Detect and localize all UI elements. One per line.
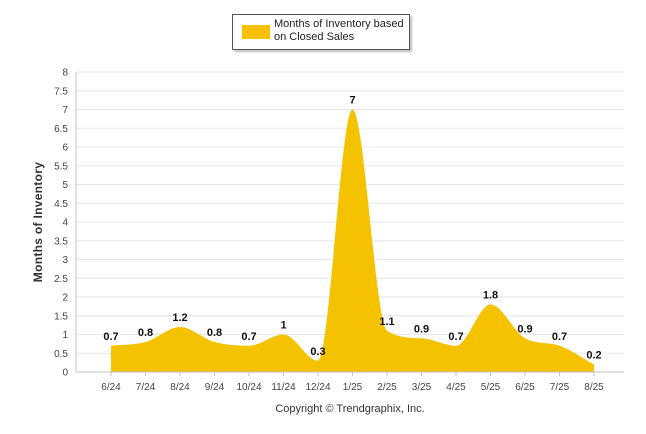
y-axis-label: Months of Inventory <box>31 161 45 283</box>
y-tick-label: 2 <box>62 293 68 304</box>
x-tick-label: 3/25 <box>412 382 432 393</box>
data-label: 0.2 <box>586 350 601 362</box>
x-tick-label: 9/24 <box>205 382 225 393</box>
x-tick-label: 7/24 <box>136 382 156 393</box>
x-tick-label: 10/24 <box>236 382 261 393</box>
data-label: 0.9 <box>517 323 532 335</box>
x-tick-label: 5/25 <box>481 382 501 393</box>
y-tick-label: 2.5 <box>54 274 68 285</box>
x-axis-ticks: 6/24 7/24 8/24 9/24 10/24 11/24 12/24 1/25 2/25 3… <box>101 372 604 393</box>
y-tick-label: 4.5 <box>54 199 68 210</box>
data-label: 0.8 <box>138 327 153 339</box>
data-labels: 0.7 0.8 1.2 0.8 0.7 1 0.3 7 1.1 0.9 0.7 1.8 0.9 0.7 0.… <box>103 95 601 362</box>
area-series <box>111 109 594 372</box>
y-tick-label: 8 <box>62 68 68 79</box>
y-tick-label: 7.5 <box>54 86 68 97</box>
x-tick-label: 6/24 <box>101 382 121 393</box>
x-tick-label: 4/25 <box>446 382 466 393</box>
legend: Months of Inventory based on Closed Sale… <box>232 14 410 50</box>
data-label: 0.7 <box>103 331 118 343</box>
x-tick-label: 11/24 <box>271 382 296 393</box>
y-tick-label: 0.5 <box>54 349 68 360</box>
y-axis-ticks: 0 0.5 1 1.5 2 2.5 3 3.5 4 4.5 5 5.5 6 6.5 7 7.5 8 <box>54 68 68 379</box>
data-label: 1 <box>280 320 286 332</box>
y-tick-label: 4 <box>62 218 68 229</box>
y-tick-label: 5 <box>62 180 68 191</box>
x-tick-label: 7/25 <box>550 382 570 393</box>
y-tick-label: 0 <box>62 368 68 379</box>
x-tick-label: 8/24 <box>170 382 190 393</box>
legend-swatch <box>242 25 270 39</box>
y-tick-label: 3.5 <box>54 236 68 247</box>
data-label: 0.9 <box>414 323 429 335</box>
axes <box>75 72 624 373</box>
y-tick-label: 1 <box>62 330 68 341</box>
data-label: 0.3 <box>310 346 325 358</box>
x-tick-label: 6/25 <box>515 382 535 393</box>
y-tick-label: 3 <box>62 255 68 266</box>
x-tick-label: 8/25 <box>584 382 604 393</box>
y-tick-label: 6.5 <box>54 124 68 135</box>
y-tick-label: 6 <box>62 143 68 154</box>
legend-label: Months of Inventory based on Closed Sale… <box>274 18 404 43</box>
y-tick-label: 1.5 <box>54 311 68 322</box>
data-label: 0.7 <box>241 331 256 343</box>
y-tick-label: 5.5 <box>54 161 68 172</box>
data-label: 0.7 <box>448 331 463 343</box>
x-tick-label: 12/24 <box>305 382 330 393</box>
x-tick-label: 1/25 <box>343 382 363 393</box>
area-fill <box>111 109 594 372</box>
data-label: 0.8 <box>207 327 222 339</box>
data-label: 7 <box>349 95 355 107</box>
data-label: 0.7 <box>552 331 567 343</box>
data-label: 1.8 <box>483 290 498 302</box>
data-label: 1.2 <box>172 312 187 324</box>
y-tick-label: 7 <box>62 105 68 116</box>
data-label: 1.1 <box>379 316 394 328</box>
x-tick-label: 2/25 <box>377 382 397 393</box>
copyright-text: Copyright © Trendgraphix, Inc. <box>275 403 425 415</box>
